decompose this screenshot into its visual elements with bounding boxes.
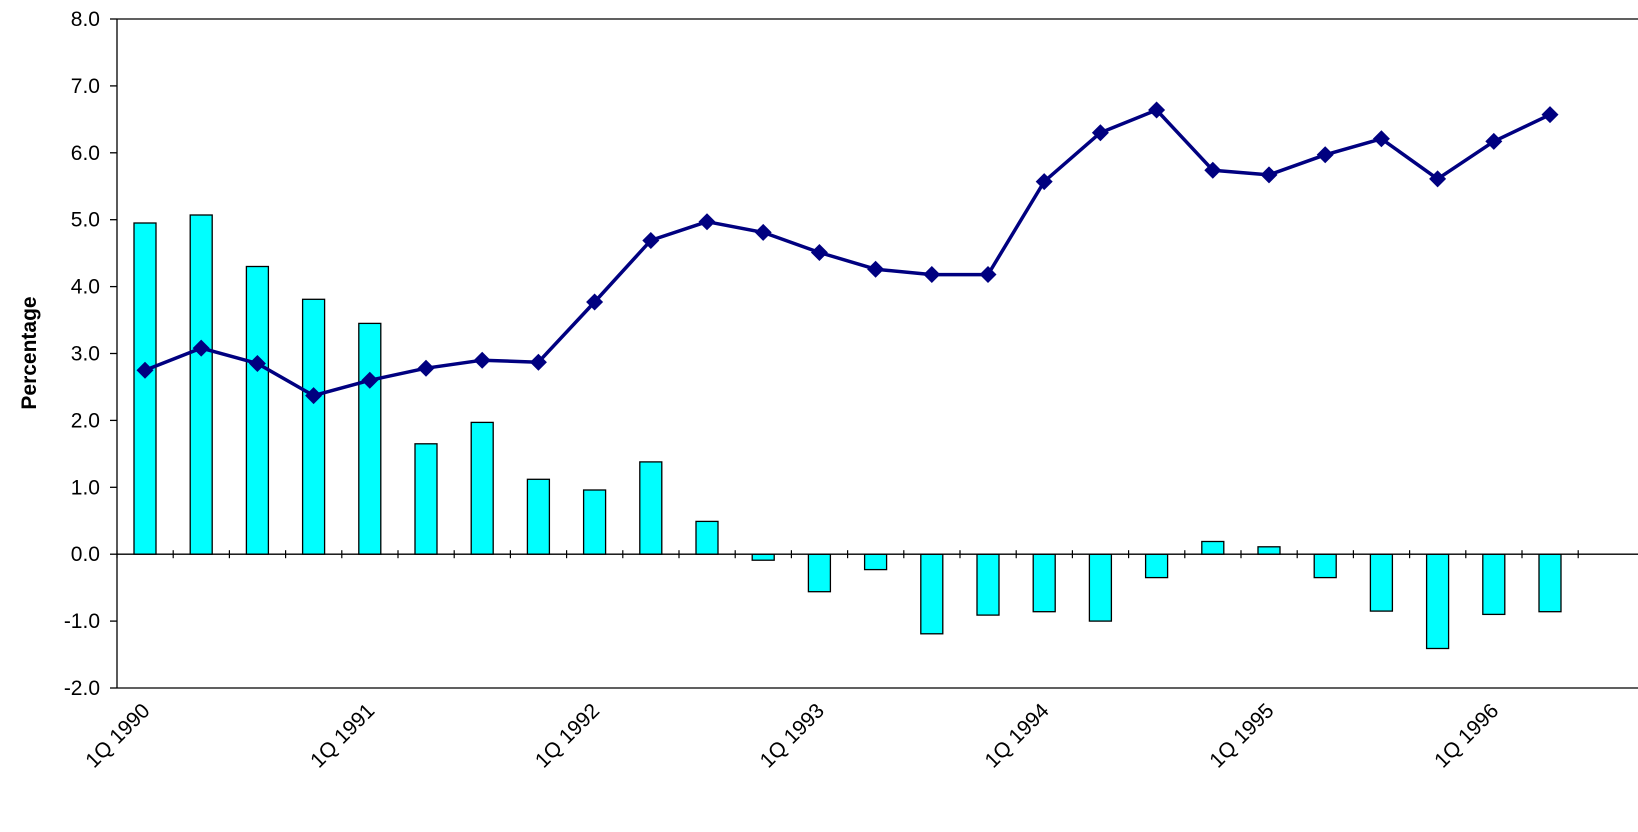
x-tick-labels: 1Q 1990 1Q 1991 1Q 1992 1Q 1993 1Q 1994 1Q 19… <box>81 699 1503 772</box>
bar-6 <box>414 443 438 555</box>
x-tick-label: 1Q 1991 <box>306 699 379 772</box>
line-marker-15 <box>923 266 941 284</box>
bar-22 <box>1313 553 1337 579</box>
bar-16 <box>976 553 1000 616</box>
bar-12 <box>751 553 775 561</box>
bar-15 <box>920 553 944 635</box>
bar-23 <box>1369 553 1394 612</box>
line-marker-11 <box>698 213 716 231</box>
line-marker-16 <box>979 266 997 284</box>
bar-13 <box>807 553 832 593</box>
y-tick-label: -2.0 <box>64 677 100 700</box>
bar-19 <box>1144 553 1169 579</box>
line-marker-6 <box>417 359 435 377</box>
line-marker-13 <box>810 243 828 261</box>
bar-9 <box>582 489 607 555</box>
bar-2 <box>189 214 213 555</box>
line-marker-25 <box>1485 132 1503 150</box>
bar-8 <box>526 478 551 555</box>
bar-5 <box>358 322 382 555</box>
x-tick-label: 1Q 1993 <box>756 699 829 772</box>
bar-7 <box>470 421 494 555</box>
axes <box>110 18 1638 689</box>
line-marker-23 <box>1372 130 1390 148</box>
y-tick-label: 0.0 <box>71 543 100 566</box>
bar-25 <box>1482 553 1506 616</box>
x-tick-label: 1Q 1990 <box>81 699 154 772</box>
line-marker-9 <box>586 293 604 311</box>
bar-21 <box>1257 546 1281 555</box>
line-marker-19 <box>1148 101 1166 119</box>
x-tick-label: 1Q 1992 <box>531 699 604 772</box>
x-tick-label: 1Q 1995 <box>1205 699 1278 772</box>
line-marker-3 <box>248 355 266 373</box>
line-series <box>136 101 1559 405</box>
y-tick-label: 2.0 <box>71 409 100 432</box>
line-marker-1 <box>136 361 154 379</box>
line-marker-20 <box>1204 161 1222 179</box>
bar-18 <box>1088 553 1113 622</box>
bar-4 <box>301 298 326 555</box>
line-marker-7 <box>473 351 491 369</box>
line-path <box>144 108 1551 398</box>
line-marker-12 <box>754 223 772 241</box>
line-marker-17 <box>1035 173 1053 191</box>
x-tick-label: 1Q 1994 <box>980 699 1053 772</box>
y-tick-label: -1.0 <box>64 610 100 633</box>
bar-14 <box>863 553 888 571</box>
line-marker-24 <box>1429 170 1447 188</box>
line-marker-18 <box>1091 124 1109 142</box>
bar-1 <box>133 222 157 555</box>
line-marker-2 <box>192 339 210 357</box>
line-marker-21 <box>1260 166 1278 184</box>
y-tick-label: 1.0 <box>71 476 100 499</box>
x-tick-label: 1Q 1996 <box>1430 699 1503 772</box>
y-tick-label: 8.0 <box>71 8 100 31</box>
bar-3 <box>245 265 270 555</box>
line-marker-8 <box>529 353 547 371</box>
bar-series <box>133 214 1562 650</box>
line-marker-10 <box>642 231 660 249</box>
line-marker-4 <box>305 387 323 405</box>
y-tick-labels: 8.0 7.0 6.0 5.0 4.0 3.0 2.0 1.0 0.0 -1.0 -2.0 <box>64 8 100 700</box>
bar-10 <box>639 461 663 555</box>
line-marker-5 <box>361 371 379 389</box>
y-tick-label: 3.0 <box>71 343 100 366</box>
line-marker-14 <box>867 260 885 278</box>
bar-26 <box>1538 553 1562 613</box>
bar-17 <box>1032 553 1056 613</box>
y-tick-label: 4.0 <box>71 276 100 299</box>
y-tick-label: 6.0 <box>71 142 100 165</box>
y-tick-label: 7.0 <box>71 75 100 98</box>
line-marker-26 <box>1541 106 1559 124</box>
bar-24 <box>1425 553 1450 650</box>
bar-20 <box>1201 540 1225 555</box>
line-marker-22 <box>1316 146 1334 164</box>
y-axis-label: Percentage <box>18 296 41 409</box>
y-tick-label: 5.0 <box>71 209 100 232</box>
bar-11 <box>695 520 719 555</box>
